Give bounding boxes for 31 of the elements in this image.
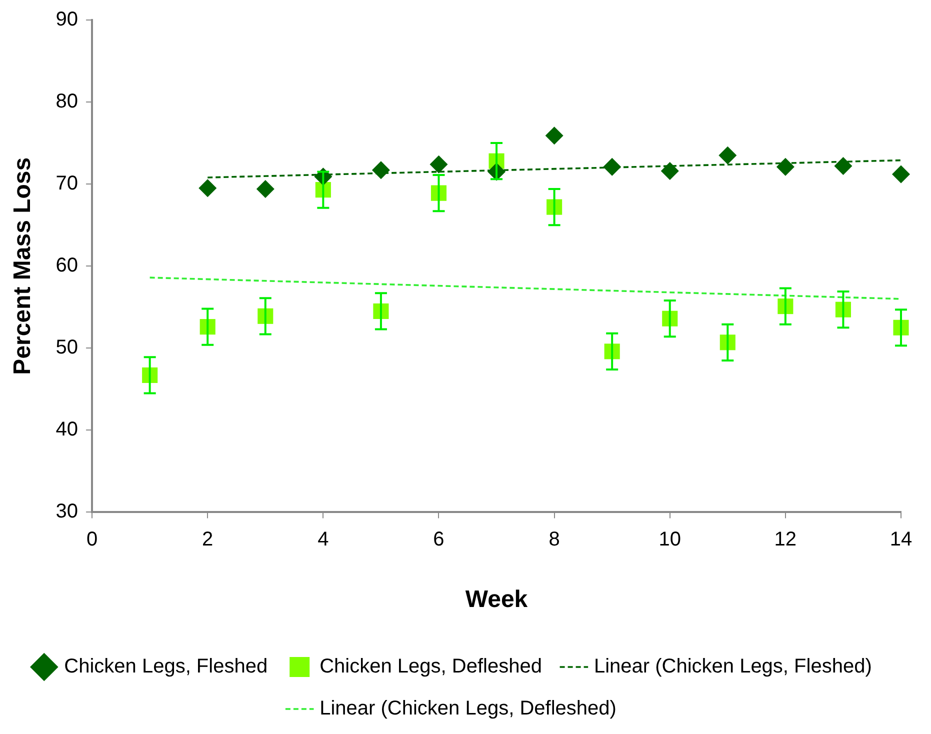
y-tick-label: 80 <box>56 90 78 113</box>
x-tick-label: 0 <box>86 528 98 551</box>
point <box>430 155 448 174</box>
y-axis-title: Percent Mass Loss <box>9 157 36 375</box>
point <box>372 161 390 180</box>
y-tick-label: 40 <box>56 418 78 441</box>
x-tick-label: 14 <box>890 528 912 551</box>
point <box>198 179 217 198</box>
x-tick-label: 4 <box>318 528 329 551</box>
x-tick-label: 8 <box>548 528 560 551</box>
point <box>892 165 910 184</box>
y-tick-label: 50 <box>56 336 78 359</box>
x-tick-label: 10 <box>658 528 681 551</box>
point <box>776 158 794 176</box>
y-tick-label: 70 <box>56 172 78 195</box>
point <box>660 162 679 180</box>
legend-label: Linear (Chicken Legs, Fleshed) <box>594 656 872 678</box>
point <box>545 126 564 145</box>
legend-label: Chicken Legs, Fleshed <box>64 656 268 678</box>
x-tick-label: 6 <box>433 528 444 551</box>
y-tick-label: 30 <box>56 500 78 523</box>
point <box>834 157 852 176</box>
point <box>256 180 274 198</box>
x-tick-label: 2 <box>202 528 214 551</box>
x-tick-label: 12 <box>774 528 797 551</box>
y-tick-label: 90 <box>56 8 78 31</box>
y-tick-label: 60 <box>56 254 78 277</box>
x-axis-title: Week <box>465 586 528 614</box>
legend-label: Linear (Chicken Legs, Defleshed) <box>320 698 616 720</box>
point <box>718 146 737 164</box>
legend-label: Chicken Legs, Defleshed <box>320 656 542 678</box>
